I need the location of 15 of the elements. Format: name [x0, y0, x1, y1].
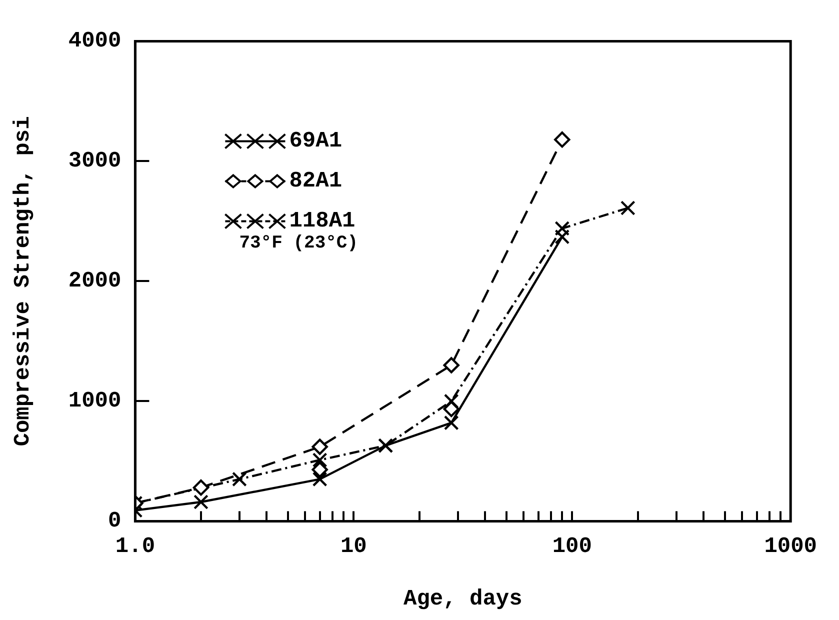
y-axis-title: Compressive Strength, psi [10, 116, 36, 446]
x-axis-title: Age, days [403, 586, 522, 612]
x-tick-label: 10 [340, 534, 367, 559]
annotation: 73°F (23°C) [239, 234, 358, 254]
legend-label: 69A1 [289, 128, 342, 154]
y-tick-label: 0 [108, 508, 122, 534]
x-tick-label: 1.0 [115, 534, 156, 559]
x-tick-label: 1000 [764, 534, 817, 559]
x-tick-label: 100 [552, 534, 592, 559]
legend-label: 82A1 [289, 168, 342, 194]
y-tick-label: 3000 [68, 148, 122, 174]
legend-label: 118A1 [289, 208, 356, 234]
y-tick-label: 2000 [68, 268, 122, 294]
y-tick-label: 1000 [68, 388, 122, 414]
y-tick-label: 4000 [68, 28, 122, 54]
